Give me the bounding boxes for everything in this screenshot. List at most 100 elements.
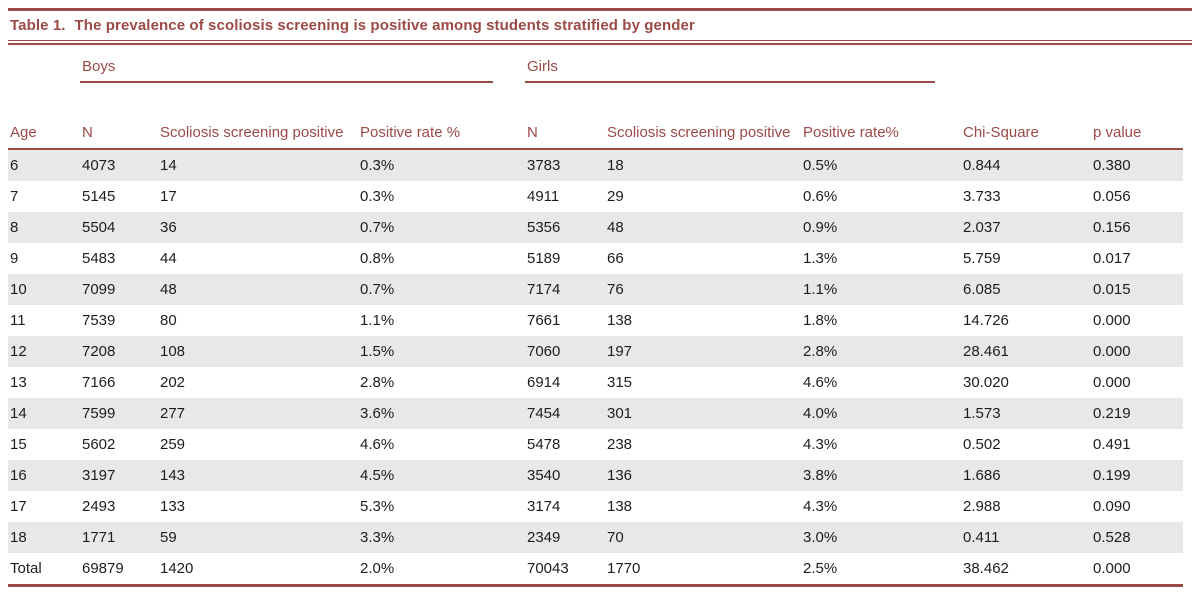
girls-n-cell: 3783 bbox=[527, 157, 561, 174]
girls-positive-cell: 138 bbox=[607, 312, 633, 329]
boys-positive-cell: 1420 bbox=[158, 553, 358, 587]
table-row: 13 7166 202 2.8% 6914 315 4.6% 30.020 0.000 bbox=[8, 367, 1183, 398]
chi-square-cell: 6.085 bbox=[963, 281, 1001, 298]
girls-n-cell: 5478 bbox=[527, 436, 561, 453]
age-cell: 8 bbox=[10, 219, 19, 236]
girls-positive-cell: 315 bbox=[607, 374, 633, 391]
column-header-girls-n: N bbox=[525, 83, 605, 150]
boys-rate-cell: 1.5% bbox=[360, 343, 395, 360]
boys-n-cell: 4073 bbox=[82, 157, 116, 174]
girls-positive-cell: 29 bbox=[607, 188, 624, 205]
girls-rate-cell: 0.5% bbox=[803, 157, 838, 174]
girls-n-cell: 70043 bbox=[525, 553, 605, 587]
column-header-p-value: p value bbox=[1091, 83, 1183, 150]
boys-positive-cell: 14 bbox=[160, 157, 177, 174]
p-value-cell: 0.199 bbox=[1093, 467, 1131, 484]
table-row: 14 7599 277 3.6% 7454 301 4.0% 1.573 0.219 bbox=[8, 398, 1183, 429]
table-caption-text: The prevalence of scoliosis screening is… bbox=[74, 17, 695, 34]
table-head: Boys Girls Age N Scoliosis screening pos… bbox=[8, 47, 1183, 150]
girls-rate-cell: 4.0% bbox=[803, 405, 838, 422]
table-row: 8 5504 36 0.7% 5356 48 0.9% 2.037 0.156 bbox=[8, 212, 1183, 243]
p-value-cell: 0.000 bbox=[1093, 343, 1131, 360]
girls-rate-cell: 1.8% bbox=[803, 312, 838, 329]
boys-positive-cell: 80 bbox=[160, 312, 177, 329]
boys-rate-cell: 3.3% bbox=[360, 529, 395, 546]
table-row: 7 5145 17 0.3% 4911 29 0.6% 3.733 0.056 bbox=[8, 181, 1183, 212]
age-cell: 9 bbox=[10, 250, 19, 267]
p-value-cell: 0.528 bbox=[1093, 529, 1131, 546]
boys-rate-cell: 3.6% bbox=[360, 405, 395, 422]
chi-square-cell: 28.461 bbox=[963, 343, 1009, 360]
boys-rate-cell: 0.3% bbox=[360, 188, 395, 205]
boys-n-cell: 5145 bbox=[82, 188, 116, 205]
table-row: 6 4073 14 0.3% 3783 18 0.5% 0.844 0.380 bbox=[8, 149, 1183, 181]
chi-square-cell: 5.759 bbox=[963, 250, 1001, 267]
boys-rate-cell: 2.0% bbox=[358, 553, 525, 587]
girls-n-cell: 7060 bbox=[527, 343, 561, 360]
girls-rate-cell: 1.1% bbox=[803, 281, 838, 298]
p-value-cell: 0.090 bbox=[1093, 498, 1131, 515]
column-header-chi-square: Chi-Square bbox=[961, 83, 1091, 150]
column-header-age: Age bbox=[8, 83, 80, 150]
boys-positive-cell: 143 bbox=[160, 467, 186, 484]
boys-positive-cell: 59 bbox=[160, 529, 177, 546]
boys-rate-cell: 1.1% bbox=[360, 312, 395, 329]
p-value-cell: 0.000 bbox=[1093, 374, 1131, 391]
girls-n-cell: 6914 bbox=[527, 374, 561, 391]
group-header-girls-label: Girls bbox=[525, 48, 935, 83]
table-body: 6 4073 14 0.3% 3783 18 0.5% 0.844 0.380 7 5145 17 0.… bbox=[8, 149, 1183, 587]
group-header-girls: Girls bbox=[525, 47, 961, 83]
column-header-boys-n: N bbox=[80, 83, 158, 150]
girls-positive-cell: 301 bbox=[607, 405, 633, 422]
table-row: 10 7099 48 0.7% 7174 76 1.1% 6.085 0.015 bbox=[8, 274, 1183, 305]
boys-n-cell: 2493 bbox=[82, 498, 116, 515]
p-value-cell: 0.000 bbox=[1091, 553, 1183, 587]
boys-n-cell: 5504 bbox=[82, 219, 116, 236]
chi-square-cell: 1.686 bbox=[963, 467, 1001, 484]
boys-rate-cell: 0.3% bbox=[360, 157, 395, 174]
boys-n-cell: 69879 bbox=[80, 553, 158, 587]
chi-square-cell: 0.411 bbox=[963, 529, 1000, 546]
girls-positive-cell: 18 bbox=[607, 157, 624, 174]
column-header-boys-positive-rate: Positive rate % bbox=[358, 83, 525, 150]
column-header-boys-screening-positive: Scoliosis screening positive bbox=[158, 83, 358, 150]
girls-rate-cell: 4.3% bbox=[803, 498, 838, 515]
boys-n-cell: 1771 bbox=[82, 529, 116, 546]
p-value-cell: 0.000 bbox=[1093, 312, 1131, 329]
girls-rate-cell: 2.5% bbox=[801, 553, 961, 587]
girls-positive-cell: 238 bbox=[607, 436, 633, 453]
boys-rate-cell: 0.7% bbox=[360, 219, 395, 236]
p-value-cell: 0.219 bbox=[1093, 405, 1131, 422]
age-cell: 15 bbox=[10, 436, 27, 453]
boys-positive-cell: 17 bbox=[160, 188, 177, 205]
age-cell: 6 bbox=[10, 157, 19, 174]
table-row: 15 5602 259 4.6% 5478 238 4.3% 0.502 0.491 bbox=[8, 429, 1183, 460]
boys-n-cell: 7599 bbox=[82, 405, 116, 422]
boys-positive-cell: 108 bbox=[160, 343, 186, 360]
table-row: 9 5483 44 0.8% 5189 66 1.3% 5.759 0.017 bbox=[8, 243, 1183, 274]
chi-square-cell: 0.502 bbox=[963, 436, 1001, 453]
girls-n-cell: 7661 bbox=[527, 312, 561, 329]
girls-positive-cell: 136 bbox=[607, 467, 633, 484]
girls-positive-cell: 197 bbox=[607, 343, 633, 360]
boys-positive-cell: 36 bbox=[160, 219, 177, 236]
boys-rate-cell: 4.5% bbox=[360, 467, 395, 484]
p-value-cell: 0.491 bbox=[1093, 436, 1131, 453]
boys-n-cell: 3197 bbox=[82, 467, 116, 484]
age-cell: 18 bbox=[10, 529, 27, 546]
girls-rate-cell: 4.3% bbox=[803, 436, 838, 453]
girls-n-cell: 3540 bbox=[527, 467, 561, 484]
chi-square-cell: 2.037 bbox=[963, 219, 1001, 236]
girls-rate-cell: 0.9% bbox=[803, 219, 838, 236]
p-value-cell: 0.017 bbox=[1093, 250, 1131, 267]
girls-rate-cell: 3.8% bbox=[803, 467, 838, 484]
boys-n-cell: 7099 bbox=[82, 281, 116, 298]
table-row: 18 1771 59 3.3% 2349 70 3.0% 0.411 0.528 bbox=[8, 522, 1183, 553]
age-cell: 13 bbox=[10, 374, 27, 391]
girls-rate-cell: 0.6% bbox=[803, 188, 838, 205]
boys-positive-cell: 133 bbox=[160, 498, 186, 515]
girls-positive-cell: 48 bbox=[607, 219, 624, 236]
column-header-row: Age N Scoliosis screening positive Posit… bbox=[8, 83, 1183, 150]
boys-positive-cell: 277 bbox=[160, 405, 186, 422]
boys-rate-cell: 0.7% bbox=[360, 281, 395, 298]
